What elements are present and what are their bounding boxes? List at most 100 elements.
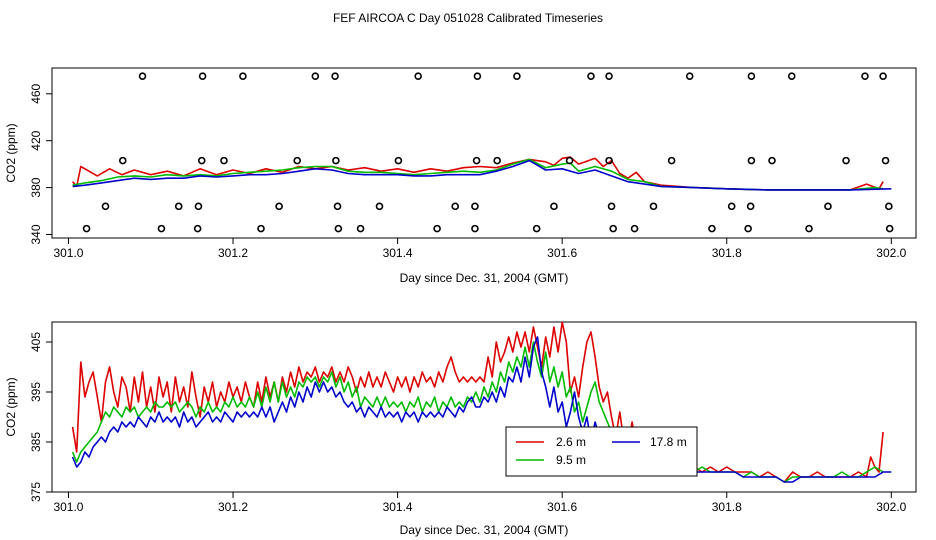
marker-point <box>174 202 183 211</box>
legend-label-2-6m: 2.6 m <box>556 435 586 449</box>
marker-point <box>532 224 541 233</box>
marker-point <box>667 156 676 165</box>
marker-point <box>471 224 479 233</box>
marker-point <box>433 224 441 233</box>
bottom-x-tick-label: 301.2 <box>218 500 248 514</box>
marker-point <box>257 224 265 233</box>
marker-point <box>787 72 796 81</box>
marker-point <box>587 72 595 81</box>
top-x-tick-label: 301.2 <box>218 246 248 260</box>
marker-point <box>334 224 343 233</box>
bottom-x-tick-label: 302.0 <box>876 500 906 514</box>
bottom-x-tick-label: 301.4 <box>383 500 413 514</box>
marker-point <box>824 202 832 211</box>
marker-point <box>331 72 339 81</box>
top-panel: 301.0 301.2 301.4 301.6 301.8 302.0 340 380 420… <box>4 67 917 285</box>
marker-point <box>550 202 558 211</box>
bottom-series-line-9-5-m <box>71 341 884 483</box>
marker-point <box>881 156 890 165</box>
top-x-ticks: 301.0 301.2 301.4 301.6 301.8 302.0 <box>53 238 907 260</box>
marker-point <box>275 202 283 211</box>
top-y-tick-label: 460 <box>29 83 43 103</box>
marker-point <box>861 72 869 81</box>
marker-point <box>101 202 110 211</box>
legend: 2.6 m 9.5 m 17.8 m <box>505 426 698 477</box>
top-y-ticks: 340 380 420 460 <box>29 83 52 244</box>
figure-title: FEF AIRCOA C Day 051028 Calibrated Times… <box>333 11 603 25</box>
marker-point <box>513 72 521 81</box>
legend-label-17-8m: 17.8 m <box>650 435 687 449</box>
legend-label-9-5m: 9.5 m <box>556 453 586 467</box>
bottom-x-ticks: 301.0 301.2 301.4 301.6 301.8 302.0 <box>53 492 907 514</box>
marker-point <box>649 202 658 211</box>
marker-point <box>842 156 850 165</box>
marker-point <box>630 224 639 233</box>
marker-point <box>746 202 755 211</box>
marker-point <box>473 72 482 81</box>
bottom-y-tick-label: 375 <box>29 482 43 502</box>
bottom-x-tick-label: 301.0 <box>53 500 83 514</box>
marker-point <box>82 224 91 233</box>
marker-point <box>332 156 340 165</box>
top-series-line-17-8-m <box>72 159 892 191</box>
marker-point <box>747 156 756 165</box>
top-plot-frame <box>51 67 917 239</box>
bottom-y-tick-label: 405 <box>29 332 43 352</box>
marker-point <box>471 202 479 211</box>
marker-point <box>375 202 384 211</box>
top-series <box>71 156 892 191</box>
marker-point <box>333 202 342 211</box>
marker-point <box>879 72 887 81</box>
marker-point <box>157 224 166 233</box>
marker-point <box>356 224 365 233</box>
top-x-tick-label: 301.4 <box>383 246 413 260</box>
top-y-tick-label: 380 <box>29 177 43 197</box>
marker-point <box>193 224 202 233</box>
bottom-x-tick-label: 301.8 <box>712 500 742 514</box>
marker-point <box>885 224 894 233</box>
marker-point <box>565 156 574 165</box>
marker-point <box>414 72 422 81</box>
marker-point <box>194 202 203 211</box>
bottom-plot-frame <box>51 321 917 493</box>
bottom-panel: 301.0 301.2 301.4 301.6 301.8 302.0 375 385 395… <box>4 321 917 537</box>
marker-point <box>685 72 694 81</box>
marker-point <box>768 156 776 165</box>
marker-point <box>605 72 613 81</box>
top-x-axis-label: Day since Dec. 31, 2004 (GMT) <box>400 271 569 285</box>
bottom-y-tick-label: 385 <box>29 432 43 452</box>
bottom-series-line-17-8-m <box>71 336 892 483</box>
marker-point <box>727 202 736 211</box>
marker-point <box>220 156 228 165</box>
marker-point <box>293 156 302 165</box>
top-markers <box>82 72 894 233</box>
marker-point <box>451 202 460 211</box>
bottom-series <box>71 321 892 483</box>
marker-point <box>747 72 756 81</box>
legend-box <box>505 426 698 477</box>
marker-point <box>118 156 127 165</box>
marker-point <box>605 156 613 165</box>
top-y-axis-label: CO2 (ppm) <box>4 123 18 182</box>
marker-point <box>744 224 752 233</box>
top-y-tick-label: 340 <box>29 224 43 244</box>
top-x-tick-label: 301.8 <box>712 246 742 260</box>
marker-point <box>472 156 481 165</box>
marker-point <box>885 202 893 211</box>
marker-point <box>607 202 616 211</box>
marker-point <box>493 156 501 165</box>
marker-point <box>198 72 207 81</box>
top-x-tick-label: 302.0 <box>876 246 906 260</box>
marker-point <box>311 72 320 81</box>
bottom-series-line-2-6-m <box>71 321 884 483</box>
bottom-y-ticks: 375 385 395 405 <box>29 332 52 502</box>
top-y-tick-label: 420 <box>29 130 43 150</box>
marker-point <box>609 224 617 233</box>
bottom-x-tick-label: 301.6 <box>547 500 577 514</box>
marker-point <box>805 224 813 233</box>
marker-point <box>138 72 147 81</box>
marker-point <box>708 224 716 233</box>
bottom-x-axis-label: Day since Dec. 31, 2004 (GMT) <box>400 523 569 537</box>
top-series-line-2-6-m <box>71 156 884 191</box>
